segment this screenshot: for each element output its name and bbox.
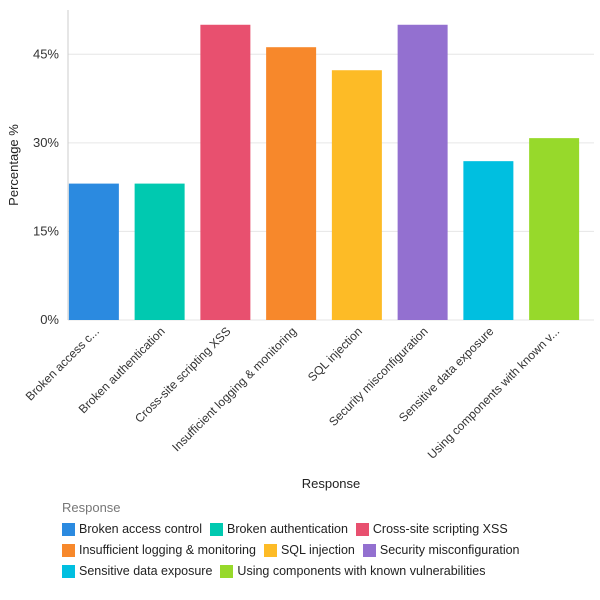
bar [200,24,251,321]
legend-swatch [62,564,75,578]
legend-item[interactable]: Broken access control [62,521,202,537]
legend-label: SQL injection [280,543,355,557]
bar [331,70,382,320]
legend-title: Response [62,500,121,515]
legend-item[interactable]: Using components with known vulnerabilit… [220,563,485,579]
legend-item[interactable]: Broken authentication [209,521,348,537]
legend-swatch [220,564,234,578]
legend-swatch [355,522,369,536]
x-tick-label: Using components with known v... [425,324,563,462]
bar [68,183,119,320]
x-axis-title: Response [302,476,361,491]
legend-swatch [263,543,277,557]
x-tick-label: Insufficient logging & monitoring [169,324,299,454]
legend-label: Broken authentication [226,522,348,536]
legend-label: Broken access control [79,522,202,536]
legend-label: Security misconfiguration [379,543,520,557]
legend-item[interactable]: Security misconfiguration [362,542,520,558]
legend-swatch [62,543,75,557]
bar [463,161,514,320]
legend-item[interactable]: Cross-site scripting XSS [355,521,508,537]
y-tick-label: 30% [33,135,59,150]
legend-item[interactable]: SQL injection [263,542,355,558]
x-tick-label: SQL injection [305,324,365,384]
y-tick-label: 45% [33,46,59,61]
legend-item[interactable]: Insufficient logging & monitoring [62,542,256,558]
bar [397,24,448,321]
legend-swatch [362,543,376,557]
legend-label: Using components with known vulnerabilit… [237,564,486,578]
legend: Response Broken access control Broken aut… [62,500,592,584]
bar [134,183,185,320]
legend-item[interactable]: Sensitive data exposure [62,563,212,579]
legend-swatch [62,522,75,536]
legend-label: Sensitive data exposure [79,564,213,578]
legend-label: Cross-site scripting XSS [372,522,508,536]
bar-chart: 0%15%30%45%Broken access c...Broken auth… [6,10,594,491]
legend-label: Insufficient logging & monitoring [79,543,256,557]
bar [266,47,317,320]
y-tick-label: 0% [40,312,59,327]
bar [529,138,580,320]
y-tick-label: 15% [33,223,59,238]
y-axis-title: Percentage % [6,124,21,206]
legend-swatch [209,522,223,536]
